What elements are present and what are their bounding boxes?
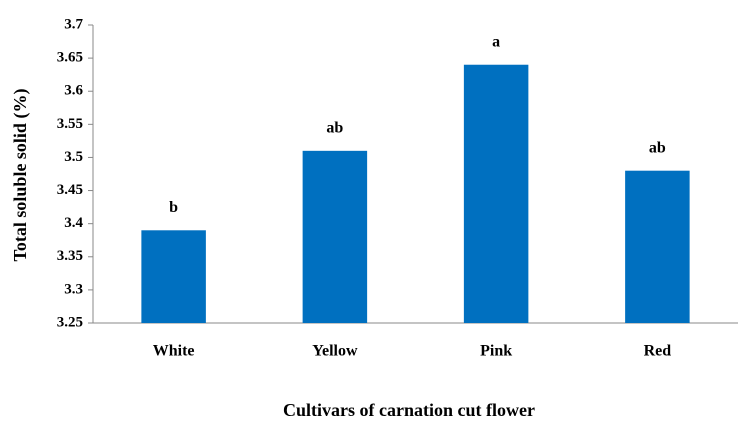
annotation: a	[492, 33, 500, 50]
y-tick-label: 3.35	[57, 248, 83, 264]
x-tick-label: Red	[644, 343, 672, 360]
bar	[302, 150, 368, 323]
x-axis-title: Cultivars of carnation cut flower	[283, 400, 535, 420]
y-tick-label: 3.65	[57, 50, 83, 66]
y-tick-label: 3.5	[64, 149, 83, 165]
bar	[141, 230, 206, 323]
annotation: ab	[326, 119, 343, 136]
bar	[625, 170, 690, 323]
y-tick-label: 3.45	[57, 182, 83, 198]
y-axis-title: Total soluble solid (%)	[10, 89, 31, 262]
y-tick-label: 3.6	[64, 83, 83, 99]
x-tick-label: Pink	[480, 343, 512, 360]
bar	[463, 64, 529, 323]
x-tick-label: White	[153, 343, 195, 360]
annotation: ab	[649, 139, 666, 156]
y-tick-label: 3.25	[57, 314, 83, 330]
y-tick-label: 3.55	[57, 116, 83, 132]
y-tick-label: 3.4	[64, 215, 83, 231]
annotation: b	[169, 199, 178, 216]
y-tick-label: 3.3	[64, 281, 83, 297]
x-tick-label: Yellow	[312, 343, 358, 360]
y-tick-label: 3.7	[64, 16, 83, 32]
